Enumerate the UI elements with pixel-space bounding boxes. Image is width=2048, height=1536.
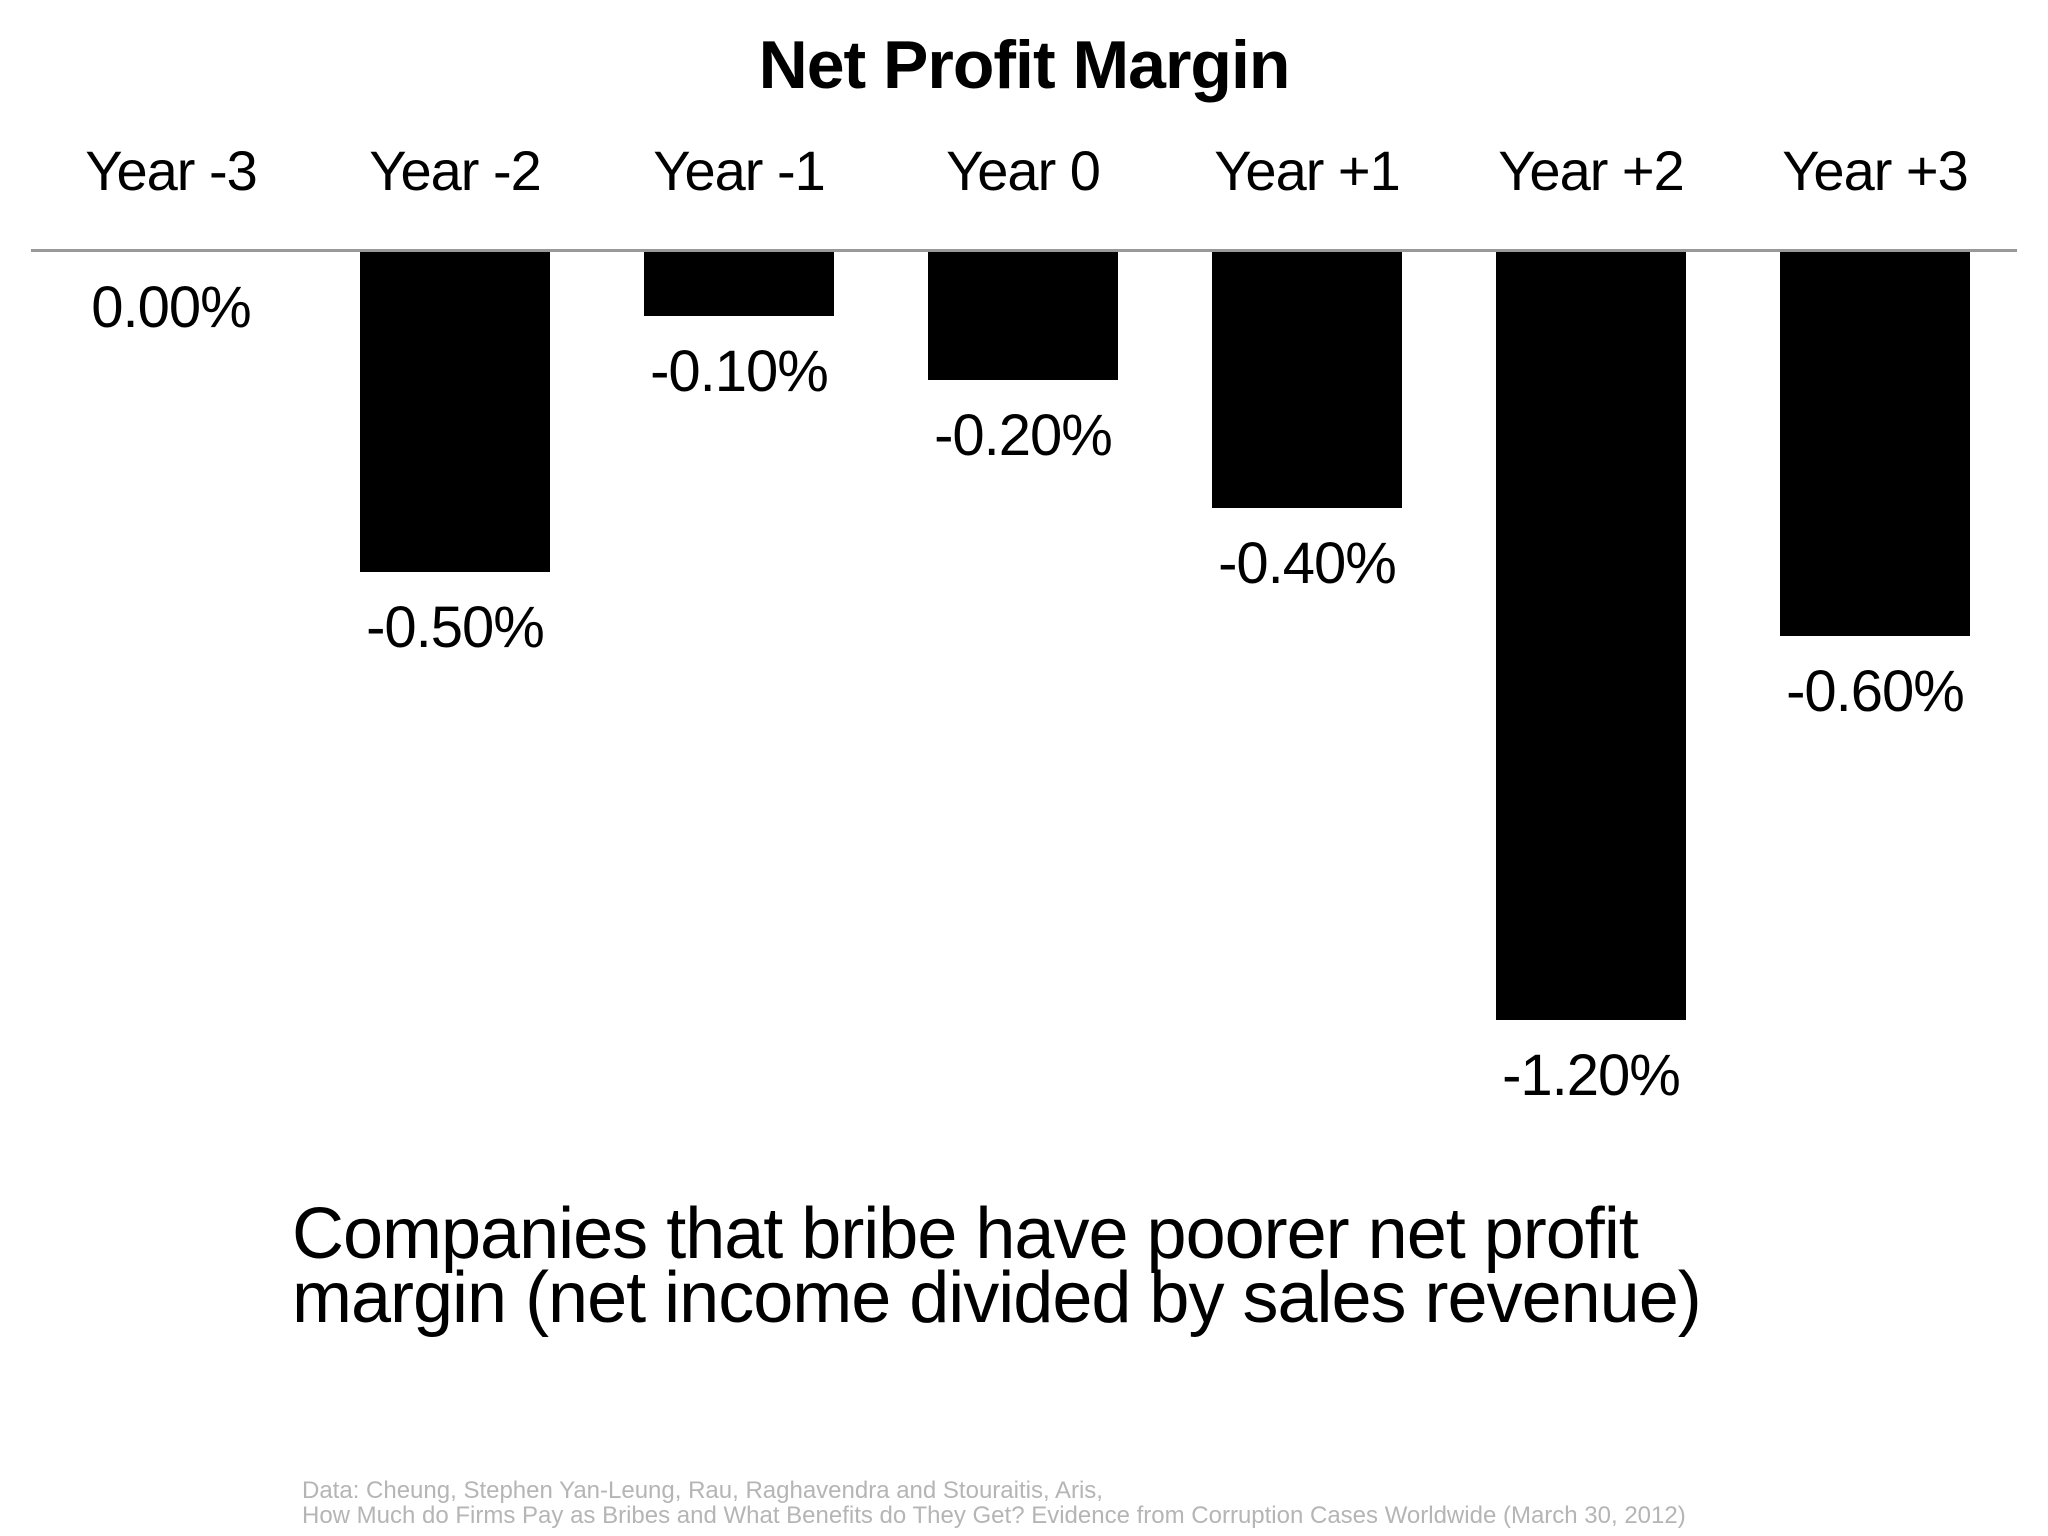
value-label: -0.60% (1786, 659, 1965, 724)
category-label: Year -2 (369, 139, 542, 202)
value-label: -0.40% (1218, 531, 1397, 596)
category-label: Year -1 (653, 139, 826, 202)
value-label: -0.10% (650, 339, 829, 404)
category-label: Year +1 (1214, 139, 1401, 202)
x-axis-line (31, 249, 2017, 252)
bar-year0 (928, 252, 1118, 380)
value-label: -0.50% (366, 595, 545, 660)
source-note-line-1: Data: Cheung, Stephen Yan-Leung, Rau, Ra… (302, 1477, 1103, 1504)
source-note: Data: Cheung, Stephen Yan-Leung, Rau, Ra… (302, 1478, 1686, 1528)
value-label: -0.20% (934, 403, 1113, 468)
subtitle: Companies that bribe have poorer net pro… (292, 1194, 1702, 1338)
bar-year+1 (1212, 252, 1402, 508)
bar-year+2 (1496, 252, 1686, 1020)
category-label: Year 0 (946, 139, 1101, 202)
bar-year-1 (644, 252, 834, 316)
category-label: Year +3 (1782, 139, 1969, 202)
subtitle-line-1: Companies that bribe have poorer net pro… (292, 1194, 1639, 1274)
source-note-line-2: How Much do Firms Pay as Bribes and What… (302, 1502, 1686, 1529)
bar-year-2 (360, 252, 550, 572)
category-label: Year -3 (85, 139, 258, 202)
subtitle-line-2: margin (net income divided by sales reve… (292, 1258, 1702, 1338)
value-label: -1.20% (1502, 1043, 1681, 1108)
bar-year+3 (1780, 252, 1970, 636)
value-label: 0.00% (91, 275, 251, 340)
chart-title: Net Profit Margin (758, 27, 1291, 103)
category-label: Year +2 (1498, 139, 1685, 202)
